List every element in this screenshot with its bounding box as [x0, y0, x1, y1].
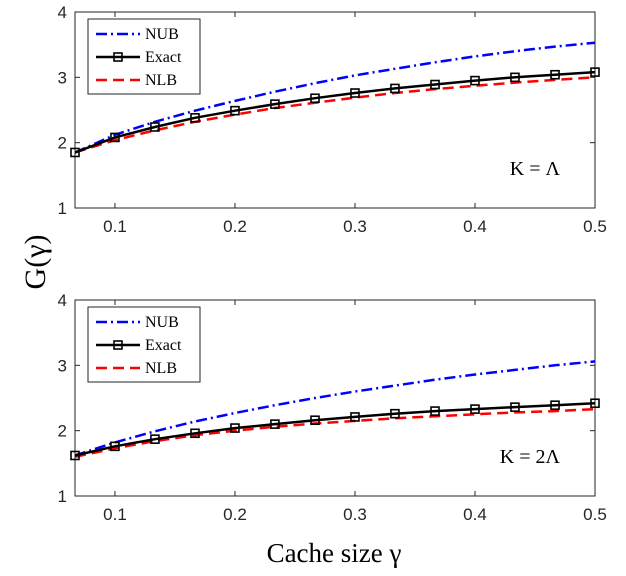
series-marker-exact: [350, 88, 360, 98]
panel-2: 0.1 0.2 0.3 0.4 0.5 1 2 3 4 NUB Exact NLB K = 2Λ: [58, 291, 607, 524]
x-tick-label: 0.3: [343, 217, 367, 236]
series-marker-exact: [430, 79, 440, 90]
y-tick-label: 1: [58, 199, 67, 218]
series-marker-exact: [510, 72, 520, 83]
legend-marker: [113, 52, 123, 62]
series-marker-exact: [270, 99, 280, 109]
x-tick-label: 0.5: [583, 217, 607, 236]
series-marker-exact: [230, 423, 240, 433]
x-tick-label: 0.4: [463, 217, 487, 236]
series-marker-exact: [350, 412, 360, 422]
panel-1: 0.1 0.2 0.3 0.4 0.5 1 2 3 4 NUB Exact NLB K = Λ: [58, 3, 607, 236]
legend-label-nlb: NLB: [145, 72, 177, 89]
x-tick-label: 0.3: [343, 505, 367, 524]
x-tick-label: 0.2: [223, 505, 247, 524]
series-marker-exact: [510, 402, 520, 412]
legend-label-nub: NUB: [145, 26, 179, 43]
legend-label-exact: Exact: [145, 49, 182, 66]
x-tick-label: 0.1: [103, 505, 127, 524]
series-marker-exact: [110, 441, 120, 452]
legend-marker: [113, 340, 123, 350]
series-marker-exact: [150, 434, 160, 444]
x-tick-label: 0.1: [103, 217, 127, 236]
series-marker-exact: [230, 105, 240, 116]
legend-label-nlb: NLB: [145, 360, 177, 377]
series-marker-exact: [470, 75, 480, 86]
x-tick-label: 0.4: [463, 505, 487, 524]
y-tick-label: 4: [58, 3, 67, 22]
series-marker-exact: [590, 398, 600, 409]
y-tick-label: 3: [58, 68, 67, 87]
panel-annotation: K = 2Λ: [500, 446, 561, 468]
series-line-nub: [74, 360, 596, 457]
legend: NUB Exact NLB: [87, 306, 201, 383]
panel-annotation: K = Λ: [510, 158, 561, 180]
y-tick-label: 4: [58, 291, 67, 310]
series-marker-exact: [190, 113, 200, 123]
y-tick-label: 2: [58, 422, 67, 441]
y-tick-label: 3: [58, 356, 67, 375]
series-line-nub: [74, 41, 596, 154]
series-marker-exact: [550, 400, 560, 410]
series-marker-exact: [190, 428, 200, 439]
shared-y-axis-label: G(γ): [19, 235, 52, 290]
series-marker-exact: [70, 147, 80, 158]
series-marker-exact: [310, 93, 320, 104]
series-line-nlb: [74, 407, 596, 459]
series-marker-exact: [430, 406, 440, 416]
x-tick-label: 0.2: [223, 217, 247, 236]
series-marker-exact: [310, 415, 320, 426]
y-tick-label: 1: [58, 487, 67, 506]
series-marker-exact: [110, 132, 120, 143]
x-tick-label: 0.5: [583, 505, 607, 524]
series-marker-exact: [70, 450, 80, 461]
series-line-exact: [74, 70, 596, 154]
legend: NUB Exact NLB: [87, 18, 201, 95]
legend-label-nub: NUB: [145, 314, 179, 331]
series-marker-exact: [550, 69, 560, 80]
series-marker-exact: [390, 83, 400, 94]
series-marker-exact: [270, 419, 280, 429]
y-tick-label: 2: [58, 134, 67, 153]
series-line-nlb: [74, 76, 596, 154]
shared-x-axis-label: Cache size γ: [267, 538, 402, 568]
legend-label-exact: Exact: [145, 337, 182, 354]
series-line-exact: [74, 401, 596, 457]
series-marker-exact: [150, 122, 160, 132]
series-marker-exact: [470, 404, 480, 414]
series-marker-exact: [590, 67, 600, 77]
series-marker-exact: [390, 408, 400, 419]
